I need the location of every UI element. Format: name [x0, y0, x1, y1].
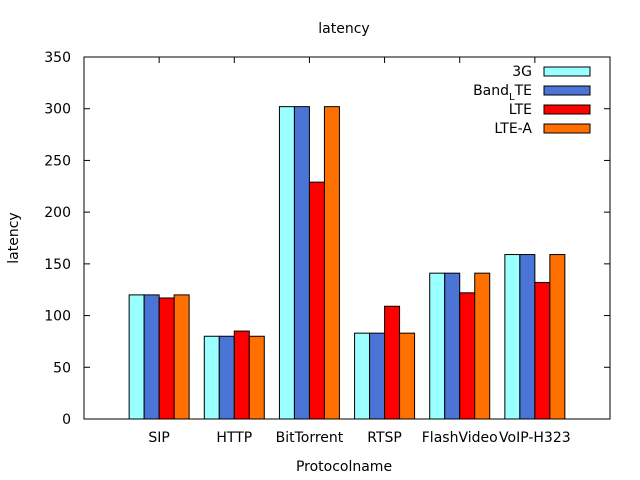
x-tick-label: SIP [148, 430, 169, 446]
bar-3G-HTTP [203, 335, 220, 420]
x-tick-label: FlashVideo [422, 430, 498, 446]
bar-Band_LTE-SIP [143, 294, 160, 420]
x-axis-ticks: SIP HTTP BitTorrent RTSP FlashVideo VoIP-H323 [148, 57, 571, 446]
legend-label: 3G [512, 64, 532, 80]
legend-label: BandLTE [473, 83, 532, 103]
bar-Band_LTE-VoIP-H323 [519, 254, 536, 420]
y-tick-label: 200 [44, 205, 71, 221]
bar-Band_LTE-RTSP [369, 332, 386, 420]
bar-3G-SIP [128, 294, 145, 420]
y-tick-label: 0 [62, 412, 71, 428]
bar-LTE-SIP [158, 297, 175, 420]
legend-swatch [543, 85, 591, 96]
bar-3G-FlashVideo [429, 272, 446, 420]
bar-LTE-HTTP [233, 330, 250, 420]
x-tick-label: HTTP [216, 430, 252, 446]
bar-LTE-A-SIP [173, 294, 190, 420]
bar-LTE-BitTorrent [308, 181, 325, 420]
y-tick-label: 100 [44, 309, 71, 325]
bar-LTE-A-HTTP [248, 335, 265, 420]
bar-3G-VoIP-H323 [504, 254, 521, 420]
bar-Band_LTE-FlashVideo [444, 272, 461, 420]
y-axis-label: latency [6, 212, 22, 263]
bar-LTE-A-FlashVideo [474, 272, 491, 420]
y-tick-label: 50 [53, 360, 71, 376]
bar-LTE-A-BitTorrent [323, 106, 340, 420]
y-tick-label: 150 [44, 257, 71, 273]
bar-LTE-A-RTSP [399, 332, 416, 420]
bar-Band_LTE-HTTP [218, 335, 235, 420]
y-tick-label: 300 [44, 102, 71, 118]
bars-group [128, 106, 566, 420]
legend-swatch [543, 104, 591, 115]
x-tick-label: BitTorrent [276, 430, 344, 446]
y-tick-label: 250 [44, 153, 71, 169]
bar-Band_LTE-BitTorrent [293, 106, 310, 420]
bar-LTE-VoIP-H323 [534, 281, 551, 420]
bar-3G-BitTorrent [278, 106, 295, 420]
legend-label: LTE [509, 102, 532, 118]
legend-label: LTE-A [494, 121, 532, 137]
y-axis-ticks: 0 50 100 150 200 250 300 350 [44, 50, 610, 428]
bar-LTE-FlashVideo [459, 292, 476, 420]
plot-frame [83, 56, 611, 420]
chart-title: latency [318, 21, 369, 37]
y-tick-label: 350 [44, 50, 71, 66]
x-tick-label: VoIP-H323 [499, 430, 571, 446]
x-tick-label: RTSP [367, 430, 402, 446]
legend-swatch [543, 66, 591, 77]
x-axis-label: Protocolname [296, 459, 392, 475]
bar-3G-RTSP [354, 332, 371, 420]
bar-LTE-A-VoIP-H323 [549, 254, 566, 420]
bar-LTE-RTSP [384, 305, 401, 420]
legend-swatch [543, 123, 591, 134]
